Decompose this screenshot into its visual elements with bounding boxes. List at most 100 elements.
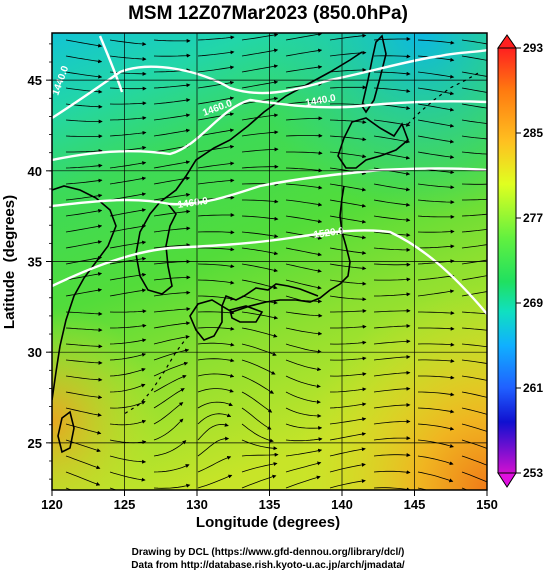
contour-line-5 [98,35,124,93]
streamline [285,391,321,404]
streamline [65,343,103,349]
streamline [242,199,279,204]
streamline [241,407,272,430]
streamline [329,479,366,489]
x-tick-label: 130 [186,497,208,512]
streamline [153,275,191,281]
streamline [285,199,323,207]
streamline [197,128,235,137]
streamline [153,361,189,377]
streamline [153,113,191,121]
streamline [197,213,235,218]
streamline [65,455,101,470]
streamline [65,359,103,365]
streamline [417,151,455,159]
streamline [197,144,235,153]
streamline [461,391,487,398]
streamline [197,279,235,285]
streamline [197,455,232,473]
streamline [65,224,103,233]
contour-label-3: 1440.0 [305,93,337,109]
streamline [241,423,274,443]
streamline [241,439,278,451]
streamline [153,464,190,473]
streamline [329,135,367,142]
streamline [285,437,323,442]
y-tick-label: 35 [28,255,42,270]
streamline [241,452,279,457]
streamline [109,383,146,393]
streamline [65,163,103,169]
streamline [461,275,487,281]
streamline [197,310,235,315]
streamline [461,359,487,364]
streamline [241,48,279,57]
streamline [65,240,103,249]
streamline [109,288,147,297]
colorbar-top-triangle [497,34,517,49]
streamline [198,247,235,252]
streamline [373,151,411,160]
mainland-coast [159,51,363,203]
streamline [65,391,103,400]
streamline [417,87,455,96]
streamline [461,471,487,483]
streamline [153,348,190,361]
streamline [65,327,103,333]
japan-honshu-coast [221,185,351,313]
streamline [241,474,277,489]
lat-lon-grid [52,33,487,490]
streamline [461,407,487,415]
streamline [329,295,367,302]
streamline [373,87,411,93]
streamline [241,263,278,273]
streamline [153,128,191,137]
streamline [417,455,454,466]
streamline [241,343,277,356]
colorbar: 293 285 277 269 261 253 [497,34,543,488]
streamline [285,99,323,105]
streamline [65,256,103,265]
china-coast [52,185,117,401]
streamline [153,38,191,43]
streamline [418,326,455,331]
streamline [153,243,191,249]
streamline [417,358,455,363]
height-contours [52,35,487,315]
wind-streamlines [65,33,487,490]
streamline [285,461,322,473]
streamline [65,471,101,486]
streamline [461,71,487,77]
streamline [109,101,147,106]
streamline [241,113,279,121]
streamline [241,327,278,338]
streamline [373,370,411,377]
ryukyu-islands [123,335,189,415]
streamline [285,407,322,418]
streamline [373,419,411,425]
streamline [285,263,322,273]
streamline [417,199,455,205]
streamline [285,65,323,73]
streamline [329,85,367,90]
streamline [373,247,411,252]
streamline [461,213,487,217]
streamline [109,55,147,62]
y-axis: 25 30 35 40 45 [28,43,52,480]
streamline [197,413,232,425]
y-tick-label: 25 [28,436,42,451]
streamline [374,292,411,297]
streamline [109,367,146,377]
streamline [109,224,147,233]
streamline [329,447,366,457]
streamline [329,33,367,41]
streamline [418,311,455,316]
streamline [330,308,367,313]
streamline [109,309,147,314]
contour-label-5: 1520.0 [313,226,345,241]
streamline [197,80,235,89]
streamline [109,419,147,426]
streamline [286,151,323,156]
streamline [461,343,487,348]
